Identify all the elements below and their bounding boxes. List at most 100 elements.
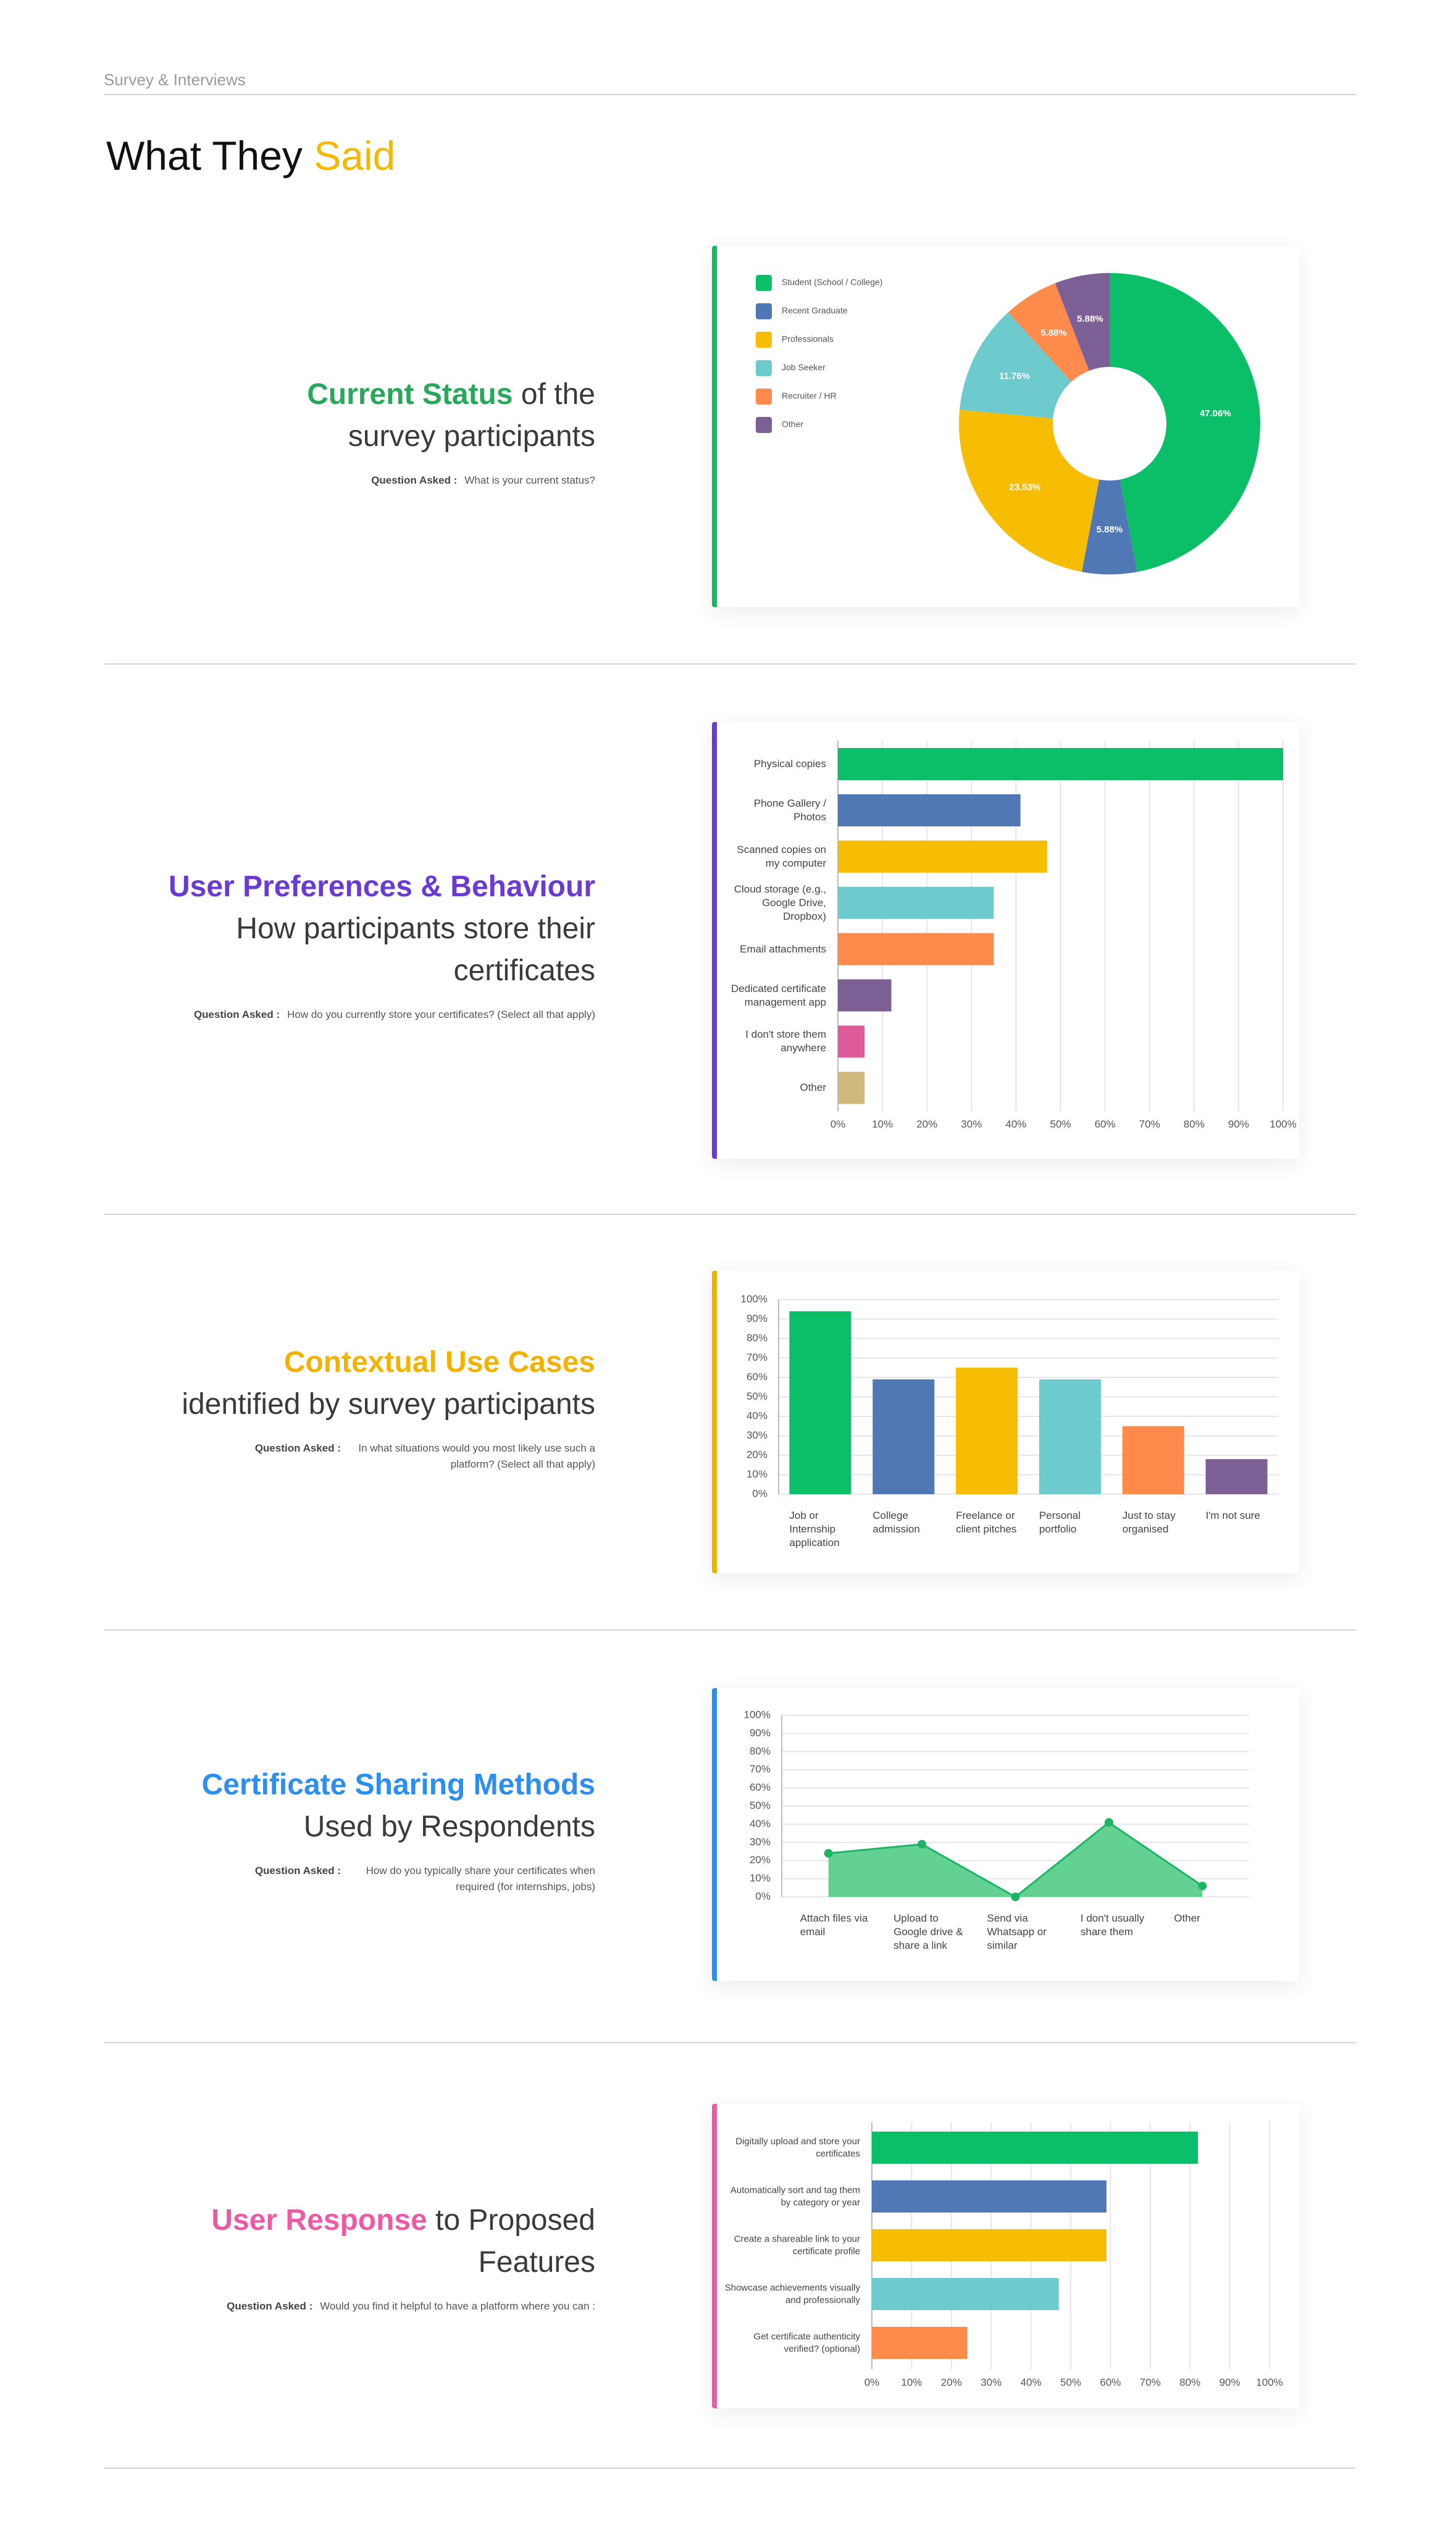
chart-card: 0% 10% 20% 30% 40% 50% 60% 70% 80% 90% 100% Digital… xyxy=(712,2104,1299,2408)
bar xyxy=(838,748,1283,780)
pie-slice xyxy=(1008,283,1089,382)
x-tick-label: 90% xyxy=(1228,1118,1249,1130)
bar xyxy=(838,886,994,919)
y-tick-label: 10% xyxy=(747,1468,768,1480)
x-tick-label: 30% xyxy=(981,2376,1002,2388)
bar xyxy=(872,2180,1107,2213)
x-tick-label: 90% xyxy=(1220,2376,1241,2388)
heading-rest: of the survey participants xyxy=(348,378,595,453)
question-label: Question Asked : xyxy=(254,1442,341,1454)
heading: Contextual Use Cases identified by survey… xyxy=(0,1342,595,1426)
bar xyxy=(838,840,1047,873)
bar xyxy=(872,2278,1059,2310)
y-tick-label: 40% xyxy=(750,1818,771,1830)
x-tick-label: 80% xyxy=(1184,1118,1205,1130)
question-text: How do you currently store your certific… xyxy=(287,1009,595,1020)
chart: 0% 10% 20% 30% 40% 50% 60% 70% 80% 90% 100% xyxy=(864,2122,1283,2388)
bar xyxy=(1205,1459,1268,1494)
x-tick-label: 10% xyxy=(901,2376,922,2388)
heading-accent: Contextual Use Cases xyxy=(283,1346,595,1379)
heading: Certificate Sharing Methods Used by Respo… xyxy=(0,1764,595,1848)
legend-swatch xyxy=(756,360,772,376)
x-tick-label: Job or Internship application xyxy=(789,1510,840,1549)
section-text: User Preferences & Behaviour How particip… xyxy=(0,866,595,1023)
breadcrumb: Survey & Interviews xyxy=(104,70,246,89)
section-text: Contextual Use Cases identified by survey… xyxy=(0,1342,595,1473)
y-tick-label: 90% xyxy=(747,1313,768,1324)
x-tick-label: 30% xyxy=(961,1118,982,1130)
y-tick-label: 20% xyxy=(750,1854,771,1866)
divider xyxy=(104,2042,1356,2043)
x-tick-label: 70% xyxy=(1140,2376,1161,2388)
area xyxy=(828,1822,1203,1897)
bar xyxy=(838,794,1021,826)
x-tick-label: Freelance or client pitches xyxy=(956,1510,1017,1536)
section-text: User Response to Proposed Features Quest… xyxy=(0,2200,595,2314)
y-tick-label: Dedicated certificate management app xyxy=(730,982,826,1008)
y-tick-label: 0% xyxy=(752,1487,768,1499)
chart-card: 0% 10% 20% 30% 40% 50% 60% 70% 80% 90% 100% Job or … xyxy=(712,1271,1299,1573)
legend-swatch xyxy=(756,275,772,291)
bar xyxy=(838,1025,865,1058)
x-tick-label: Just to stay organised xyxy=(1122,1510,1176,1536)
x-tick-label: 50% xyxy=(1060,2376,1081,2388)
legend-swatch xyxy=(756,332,772,348)
y-tick-label: Cloud storage (e.g., Google Drive, Dropb… xyxy=(734,883,826,922)
divider xyxy=(104,2468,1356,2469)
pie-slice xyxy=(960,312,1072,419)
divider xyxy=(104,1629,1356,1631)
x-tick-label: 40% xyxy=(1021,2376,1042,2388)
x-tick-label: 10% xyxy=(872,1118,893,1130)
x-tick-label: Send via Whatsapp or similar xyxy=(987,1912,1047,1952)
question-text: How do you typically share your certific… xyxy=(366,1865,595,1893)
bar xyxy=(838,933,994,965)
x-tick-label: 100% xyxy=(1256,2376,1282,2388)
slice-label: 5.88% xyxy=(1097,524,1123,535)
x-tick-label: 20% xyxy=(916,1118,937,1130)
x-tick-label: 50% xyxy=(1050,1118,1071,1130)
chart-card: 47.06% Student (School / College) 5.88% Rec… xyxy=(712,246,1299,607)
y-tick-label: 100% xyxy=(744,1708,771,1720)
chart: 0% 10% 20% 30% 40% 50% 60% 70% 80% 90% 100% xyxy=(741,1293,1278,1499)
chart: 0% 10% 20% 30% 40% 50% 60% 70% 80% 90% 100% xyxy=(831,741,1297,1130)
x-tick-label: 0% xyxy=(864,2376,880,2388)
divider xyxy=(104,1214,1356,1215)
y-tick-label: 100% xyxy=(741,1293,768,1305)
question-label: Question Asked : xyxy=(371,474,458,486)
y-tick-label: Get certificate authenticity verified? (… xyxy=(753,2331,860,2355)
question-text: What is your current status? xyxy=(464,474,595,486)
y-tick-label: 70% xyxy=(747,1351,768,1363)
slice-label: 5.88% xyxy=(1040,328,1067,338)
x-tick-label: I don't usually share them xyxy=(1080,1912,1145,1938)
section-text: Current Status of the survey participant… xyxy=(0,374,595,489)
x-tick-label: 40% xyxy=(1005,1118,1026,1130)
heading-accent: Current Status xyxy=(307,378,513,411)
legend-label: Job Seeker xyxy=(782,363,826,372)
question: Question Asked : What is your current sta… xyxy=(0,473,595,489)
heading-rest: How participants store their certificate… xyxy=(236,912,595,987)
y-tick-label: 50% xyxy=(750,1799,771,1811)
y-tick-label: Create a shareable link to your certific… xyxy=(734,2234,860,2257)
y-tick-label: 40% xyxy=(747,1410,768,1421)
heading-rest: identified by survey participants xyxy=(182,1388,595,1421)
y-tick-label: Digitally upload and store your certific… xyxy=(735,2136,860,2159)
y-tick-label: 80% xyxy=(750,1745,771,1757)
question: Question Asked : How do you currently sto… xyxy=(0,1007,595,1023)
bar xyxy=(1039,1379,1101,1494)
y-tick-label: 0% xyxy=(755,1890,771,1902)
bar xyxy=(1122,1426,1184,1494)
y-tick-label: Email attachments xyxy=(740,943,826,955)
section-text: Certificate Sharing Methods Used by Respo… xyxy=(0,1764,595,1896)
question-text: Would you find it helpful to have a plat… xyxy=(320,2300,595,2312)
x-tick-label: 20% xyxy=(941,2376,962,2388)
question-label: Question Asked : xyxy=(193,1009,280,1020)
chart: 47.06% Student (School / College) 5.88% Rec… xyxy=(756,273,1260,574)
chart-card: 0% 10% 20% 30% 40% 50% 60% 70% 80% 90% 100% Attach … xyxy=(712,1688,1299,1981)
title-text: What They xyxy=(106,133,303,179)
slice-label: 47.06% xyxy=(1200,408,1231,419)
x-tick-label: Upload to Google drive & share a link xyxy=(893,1912,963,1952)
y-tick-label: 90% xyxy=(750,1727,771,1739)
y-tick-label: Phone Gallery / Photos xyxy=(753,797,826,823)
question: Question Asked : How do you typically sha… xyxy=(0,1863,595,1896)
bar xyxy=(838,979,892,1012)
